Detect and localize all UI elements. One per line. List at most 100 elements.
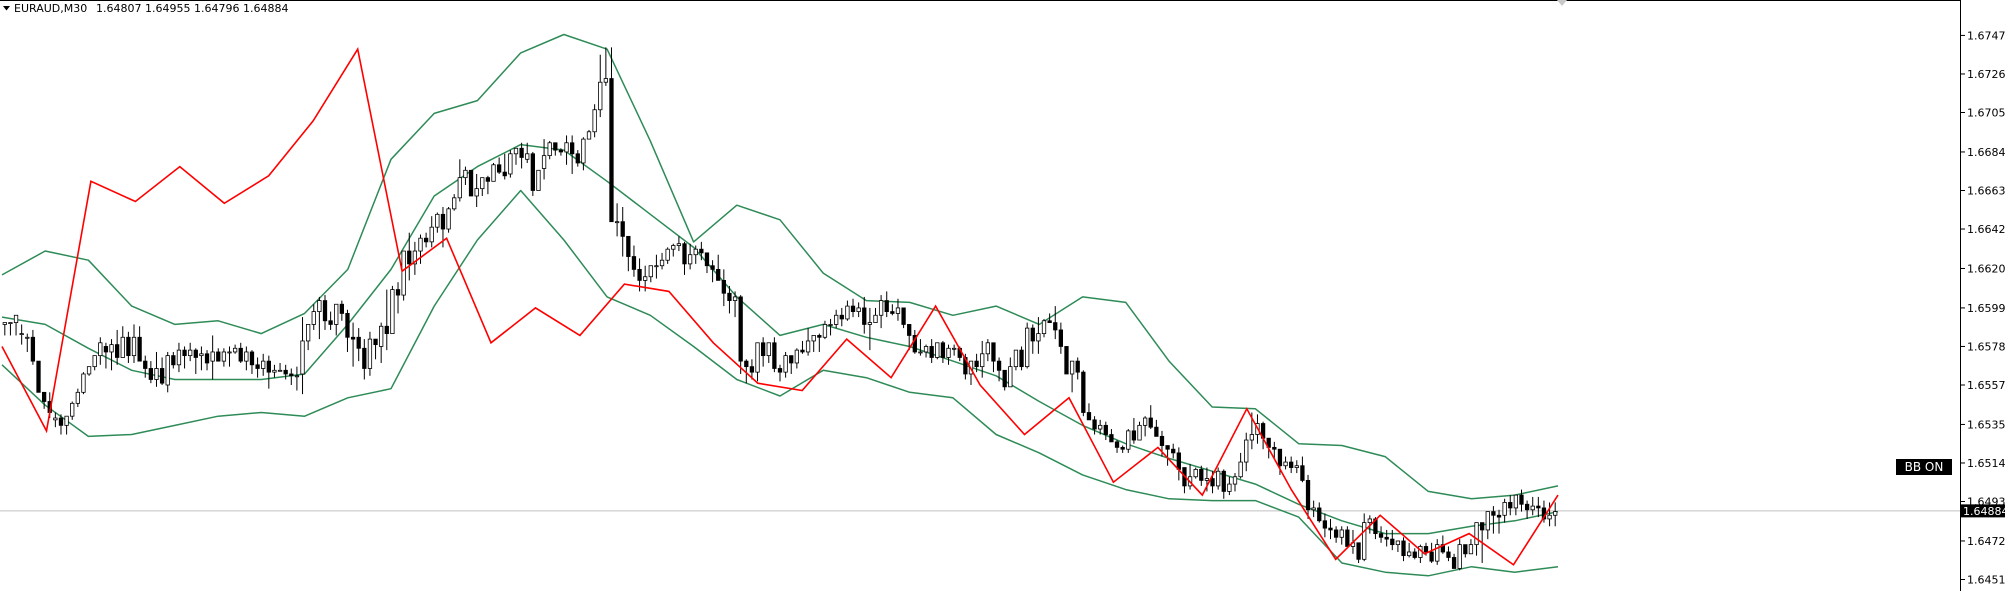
candle (1333, 526, 1339, 543)
candle (603, 47, 609, 86)
candle (1216, 467, 1221, 490)
candle-body (221, 351, 227, 362)
candle (109, 339, 114, 371)
candle (1244, 432, 1249, 472)
candle-body (75, 391, 80, 404)
price-tick-label: 1.65570 (1967, 379, 2005, 392)
candle-body (878, 300, 884, 316)
candle-body (322, 300, 328, 322)
candle-body (1126, 430, 1131, 450)
candle (1362, 513, 1367, 562)
candle-body (463, 169, 468, 179)
candle (845, 300, 850, 321)
candle-body (171, 355, 176, 366)
candle-body (328, 320, 333, 325)
candle-body (716, 268, 721, 281)
candle-body (1322, 520, 1328, 529)
candle-body (699, 248, 704, 254)
candle (1311, 500, 1316, 518)
candle-body (92, 355, 97, 368)
candle-body (435, 213, 440, 228)
candle-body (1328, 527, 1333, 531)
candle-body (1193, 468, 1198, 478)
candle (86, 366, 92, 376)
candle-body (1216, 470, 1221, 487)
candle-body (1395, 540, 1401, 546)
candle-body (103, 346, 109, 353)
scroll-marker-icon (1557, 0, 1567, 6)
current-price-tag: 1.64884 (1961, 504, 2005, 518)
candle (159, 357, 165, 385)
candle-body (390, 289, 395, 335)
candle (918, 339, 923, 356)
candle-body (794, 349, 799, 364)
candle (699, 241, 704, 261)
candle-body (440, 213, 446, 230)
candle (148, 361, 154, 384)
candle (19, 324, 24, 345)
candle (322, 295, 328, 330)
price-tick-label: 1.66420 (1967, 223, 2005, 236)
candle-body (1300, 465, 1305, 481)
candle (334, 303, 339, 336)
candle-body (109, 344, 114, 353)
candle-body (547, 142, 552, 157)
candle (339, 300, 344, 321)
candle (1468, 539, 1474, 555)
candle-body (1491, 511, 1496, 516)
candle-body (277, 369, 283, 372)
candle-body (648, 265, 653, 278)
chart-header: EURAUD,M30 1.64807 1.64955 1.64796 1.648… (3, 2, 288, 15)
candle (356, 328, 361, 362)
candle (884, 291, 889, 318)
candle-body (508, 153, 513, 175)
candle (143, 355, 148, 378)
candle (1519, 489, 1524, 512)
candle (362, 339, 367, 380)
candle-body (665, 248, 670, 261)
candle (367, 331, 373, 376)
candle-body (1221, 470, 1226, 492)
candle-body (1025, 327, 1030, 368)
candle-body (1524, 503, 1530, 511)
candle-body (1008, 366, 1013, 388)
candle (1496, 509, 1502, 534)
candle (1058, 322, 1064, 354)
candle (1305, 474, 1311, 519)
candle-body (1412, 551, 1417, 558)
candle-body (1244, 439, 1249, 463)
candle (1345, 526, 1350, 547)
price-tick-label: 1.65780 (1967, 340, 2005, 353)
collapse-triangle-icon[interactable] (3, 6, 10, 11)
candle (1390, 529, 1395, 551)
candle-body (30, 336, 36, 362)
candle-body (525, 153, 530, 160)
candle-body (980, 353, 985, 368)
candle-body (1159, 435, 1165, 446)
bb-on-badge[interactable]: BB ON (1896, 459, 1952, 475)
candle (92, 355, 97, 371)
candle (1395, 540, 1401, 552)
candle (182, 346, 187, 369)
candle (1530, 496, 1535, 516)
candle (536, 169, 541, 191)
candle (749, 359, 755, 380)
candle (850, 298, 856, 318)
candle (626, 235, 631, 272)
candle (283, 364, 288, 380)
candle-body (1423, 546, 1429, 553)
candle (1524, 500, 1530, 519)
candle (620, 207, 625, 257)
candle (1148, 405, 1153, 430)
candle (1069, 360, 1075, 393)
candle (564, 135, 569, 165)
candle (777, 364, 783, 382)
candle (1013, 349, 1019, 371)
candle-body (131, 336, 137, 357)
candle-body (811, 335, 816, 342)
candle (423, 232, 429, 248)
candle (244, 346, 249, 371)
candle-body (13, 314, 19, 324)
